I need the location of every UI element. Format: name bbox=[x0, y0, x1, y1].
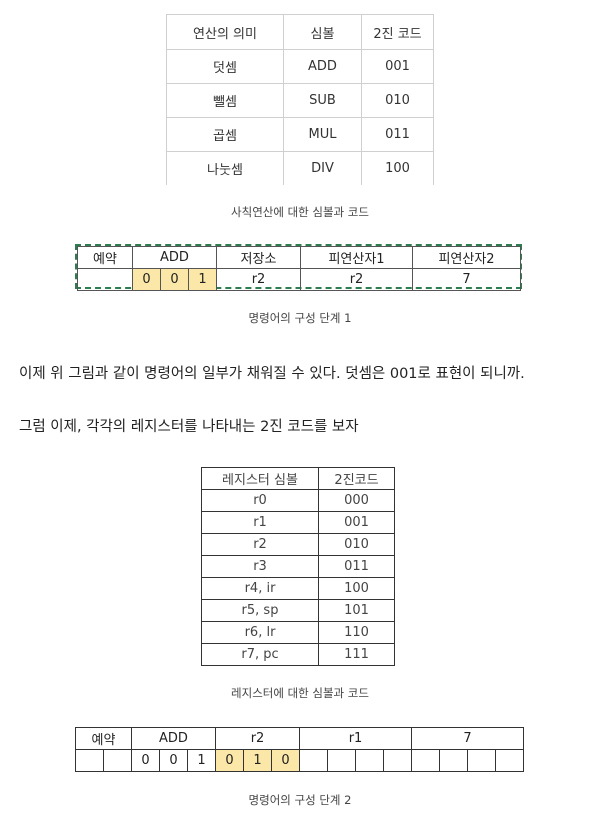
stage2-empty-bit bbox=[355, 749, 384, 772]
reg-symbol: r7, pc bbox=[201, 643, 319, 666]
stage2-r2-bit: 0 bbox=[271, 749, 300, 772]
stage2-caption: 명령어의 구성 단계 2 bbox=[248, 793, 352, 807]
stage1-header-add: ADD bbox=[132, 246, 217, 269]
stage1-header-operand2: 피연산자2 bbox=[412, 246, 521, 269]
table-row: 덧셈 ADD 001 bbox=[166, 49, 434, 84]
stage2-empty-bit bbox=[299, 749, 328, 772]
stage1-reserved-cell bbox=[77, 268, 133, 291]
stage1-operand1-value: r2 bbox=[300, 268, 413, 291]
table-row: r7, pc 111 bbox=[201, 643, 395, 666]
stage1-header-reserved: 예약 bbox=[77, 246, 133, 269]
stage2-header-imm: 7 bbox=[411, 727, 524, 750]
reg-code: 001 bbox=[318, 511, 395, 534]
op-symbol: SUB bbox=[283, 83, 362, 118]
stage2-empty-bit bbox=[411, 749, 440, 772]
reg-symbol: r5, sp bbox=[201, 599, 319, 622]
stage2-empty-bit bbox=[75, 749, 104, 772]
stage2-r2-bit: 0 bbox=[215, 749, 244, 772]
stage2-header-row: 예약 ADD r2 r1 7 bbox=[75, 727, 524, 750]
table-row: r3 011 bbox=[201, 555, 395, 578]
stage2-header-add: ADD bbox=[131, 727, 216, 750]
stage2-add-bit: 0 bbox=[159, 749, 188, 772]
paragraph-1: 이제 위 그림과 같이 명령어의 일부가 채워질 수 있다. 덧셈은 001로 … bbox=[19, 366, 525, 382]
reg-code: 100 bbox=[318, 577, 395, 600]
table-row: r5, sp 101 bbox=[201, 599, 395, 622]
reg-symbol: r0 bbox=[201, 489, 319, 512]
stage2-empty-bit bbox=[327, 749, 356, 772]
stage1-add-bit: 0 bbox=[132, 268, 161, 291]
stage2-add-bit: 0 bbox=[131, 749, 160, 772]
stage2-empty-bit bbox=[495, 749, 524, 772]
stage1-operand2-value: 7 bbox=[412, 268, 521, 291]
stage2-header-r2: r2 bbox=[215, 727, 300, 750]
op-symbol: ADD bbox=[283, 49, 362, 84]
registers-table: 레지스터 심볼 2진코드 r0 000 r1 001 r2 010 r3 011 r4,… bbox=[201, 467, 395, 666]
stage2-empty-bit bbox=[467, 749, 496, 772]
reg-code: 000 bbox=[318, 489, 395, 512]
stage2-r2-bit: 1 bbox=[243, 749, 272, 772]
stage1-instruction-table: 예약 ADD 저장소 피연산자1 피연산자2 0 0 1 r2 r2 7 bbox=[77, 246, 521, 291]
table-row: r0 000 bbox=[201, 489, 395, 512]
stage2-header-r1: r1 bbox=[299, 727, 412, 750]
op-meaning: 나눗셈 bbox=[166, 151, 284, 185]
reg-symbol: r1 bbox=[201, 511, 319, 534]
reg-symbol: r6, lr bbox=[201, 621, 319, 644]
table-row: r4, ir 100 bbox=[201, 577, 395, 600]
table-row: 뺄셈 SUB 010 bbox=[166, 83, 434, 118]
op-code: 010 bbox=[361, 83, 434, 118]
stage2-instruction-table: 예약 ADD r2 r1 7 0 0 1 0 1 0 bbox=[75, 727, 524, 772]
op-code: 100 bbox=[361, 151, 434, 185]
stage1-header-operand1: 피연산자1 bbox=[300, 246, 413, 269]
stage1-storage-value: r2 bbox=[216, 268, 301, 291]
stage2-add-bit: 1 bbox=[187, 749, 216, 772]
stage1-bits-row: 0 0 1 r2 r2 7 bbox=[77, 268, 521, 291]
op-meaning: 뺄셈 bbox=[166, 83, 284, 118]
stage2-empty-bit bbox=[103, 749, 132, 772]
stage2-bits-row: 0 0 1 0 1 0 bbox=[75, 749, 524, 772]
regs-header-symbol: 레지스터 심볼 bbox=[201, 467, 319, 490]
reg-symbol: r4, ir bbox=[201, 577, 319, 600]
ops-header-code: 2진 코드 bbox=[361, 14, 434, 50]
paragraph-2: 그럼 이제, 각각의 레지스터를 나타내는 2진 코드를 보자 bbox=[19, 419, 359, 435]
stage1-header-row: 예약 ADD 저장소 피연산자1 피연산자2 bbox=[77, 246, 521, 269]
op-symbol: DIV bbox=[283, 151, 362, 185]
ops-header-meaning: 연산의 의미 bbox=[166, 14, 284, 50]
reg-code: 011 bbox=[318, 555, 395, 578]
op-meaning: 덧셈 bbox=[166, 49, 284, 84]
reg-code: 111 bbox=[318, 643, 395, 666]
reg-code: 010 bbox=[318, 533, 395, 556]
reg-symbol: r2 bbox=[201, 533, 319, 556]
stage1-caption: 명령어의 구성 단계 1 bbox=[248, 311, 352, 325]
ops-header-row: 연산의 의미 심볼 2진 코드 bbox=[166, 14, 434, 50]
op-code: 001 bbox=[361, 49, 434, 84]
op-symbol: MUL bbox=[283, 117, 362, 152]
table-row: r2 010 bbox=[201, 533, 395, 556]
reg-code: 101 bbox=[318, 599, 395, 622]
table-row: 나눗셈 DIV 100 bbox=[166, 151, 434, 185]
op-meaning: 곱셈 bbox=[166, 117, 284, 152]
op-code: 011 bbox=[361, 117, 434, 152]
ops-caption: 사칙연산에 대한 심볼과 코드 bbox=[231, 205, 369, 219]
reg-symbol: r3 bbox=[201, 555, 319, 578]
regs-caption: 레지스터에 대한 심볼과 코드 bbox=[231, 686, 369, 700]
stage2-empty-bit bbox=[383, 749, 412, 772]
regs-header-code: 2진코드 bbox=[318, 467, 395, 490]
stage1-add-bit: 1 bbox=[188, 268, 217, 291]
stage2-empty-bit bbox=[439, 749, 468, 772]
ops-table: 연산의 의미 심볼 2진 코드 덧셈 ADD 001 뺄셈 SUB 010 곱셈… bbox=[166, 14, 434, 185]
regs-header-row: 레지스터 심볼 2진코드 bbox=[201, 467, 395, 490]
table-row: 곱셈 MUL 011 bbox=[166, 117, 434, 152]
stage2-header-reserved: 예약 bbox=[75, 727, 132, 750]
table-row: r6, lr 110 bbox=[201, 621, 395, 644]
stage1-add-bit: 0 bbox=[160, 268, 189, 291]
stage1-header-storage: 저장소 bbox=[216, 246, 301, 269]
ops-header-symbol: 심볼 bbox=[283, 14, 362, 50]
reg-code: 110 bbox=[318, 621, 395, 644]
table-row: r1 001 bbox=[201, 511, 395, 534]
